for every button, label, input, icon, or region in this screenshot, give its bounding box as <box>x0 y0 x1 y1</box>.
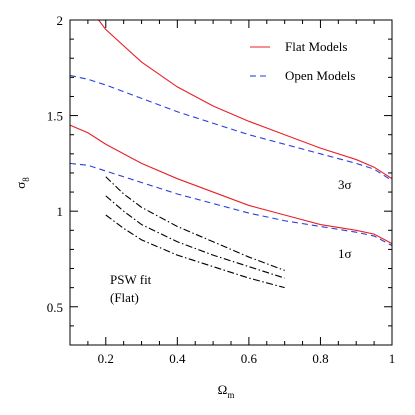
series-line-psw-fit-central <box>105 195 285 279</box>
annotation-3sigma: 3σ <box>338 177 352 192</box>
y-tick-label: 1.5 <box>47 109 63 124</box>
x-tick-label: 0.8 <box>312 351 328 366</box>
x-tick-label: 0.6 <box>241 351 258 366</box>
y-axis-label: σ8 <box>13 177 31 189</box>
x-axis-label: Ωm <box>218 382 235 400</box>
series-line-psw-fit-upper <box>105 176 285 271</box>
ticks-layer <box>69 19 393 346</box>
annotation-flat: (Flat) <box>110 290 139 305</box>
series-line-flat-models-1sigma <box>70 124 392 245</box>
x-tick-label: 1 <box>389 351 396 366</box>
x-axis-label-subscript: m <box>227 390 234 400</box>
tick-labels: 0.2 0.4 0.6 0.8 1 0.5 1 1.5 2 <box>47 13 396 366</box>
series-line-open-models-1sigma <box>70 162 392 247</box>
legend-label-open-models: Open Models <box>285 68 355 83</box>
series-line-open-models-3sigma <box>70 74 392 182</box>
x-tick-label: 0.4 <box>169 351 186 366</box>
y-axis-label-subscript: 8 <box>21 177 31 182</box>
annotation-1sigma: 1σ <box>338 246 352 261</box>
annotation-psw-fit: PSW fit <box>110 272 152 287</box>
y-tick-label: 1 <box>57 204 64 219</box>
series-line-psw-fit-lower <box>105 214 285 289</box>
series-line-flat-models-3sigma <box>98 20 392 180</box>
legend: Flat Models Open Models <box>250 39 355 83</box>
legend-label-flat-models: Flat Models <box>285 39 347 54</box>
y-tick-label: 0.5 <box>47 300 63 315</box>
y-tick-label: 2 <box>57 13 64 28</box>
series-layer <box>70 20 392 289</box>
x-tick-label: 0.2 <box>98 351 114 366</box>
